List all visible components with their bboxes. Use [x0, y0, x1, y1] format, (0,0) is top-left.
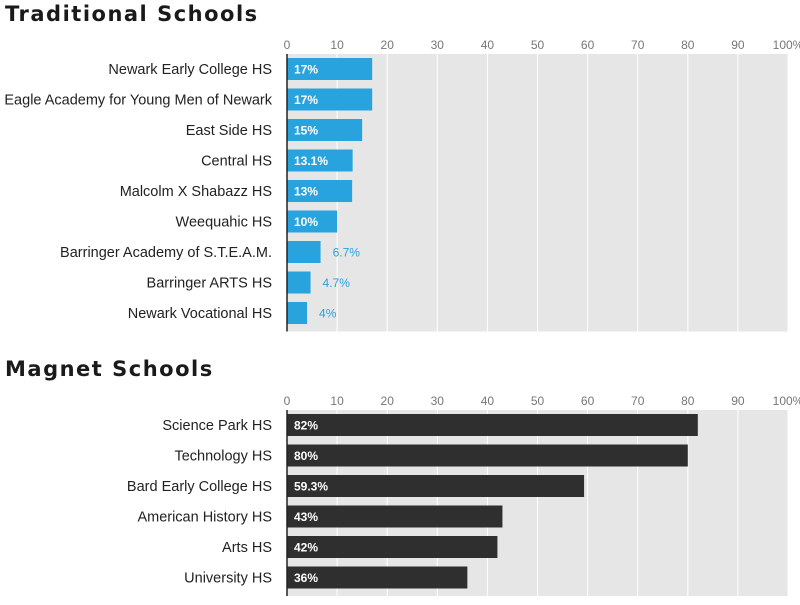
traditional-category-label: Malcolm X Shabazz HS — [120, 184, 272, 200]
traditional-bar — [287, 58, 373, 80]
magnet-value-label: 43% — [294, 510, 318, 524]
traditional-value-label: 17% — [294, 93, 318, 107]
magnet-value-label: 59.3% — [294, 480, 328, 494]
magnet-bar — [287, 566, 468, 589]
traditional-value-label: 6.7% — [333, 246, 361, 260]
traditional-tick-label: 10 — [330, 38, 344, 52]
magnet-tick-label: 100% — [773, 394, 800, 408]
traditional-tick-label: 20 — [381, 38, 395, 52]
traditional-schools-chart: 0 10 20 30 40 50 60 70 80 90 100% Newark Early Coll… — [4, 38, 800, 332]
traditional-tick-label: 30 — [431, 38, 445, 52]
magnet-tick-label: 50 — [531, 394, 545, 408]
traditional-tick-label: 100% — [773, 38, 800, 52]
traditional-bar — [287, 149, 353, 172]
magnet-tick-label: 30 — [431, 394, 445, 408]
magnet-value-label: 42% — [294, 541, 318, 555]
magnet-tick-label: 20 — [381, 394, 395, 408]
traditional-bar — [287, 180, 353, 202]
traditional-tick-label: 80 — [681, 38, 695, 52]
traditional-value-label: 17% — [294, 63, 318, 77]
magnet-category-label: University HS — [184, 571, 272, 587]
traditional-category-label: Barringer ARTS HS — [147, 276, 272, 292]
traditional-tick-label: 70 — [631, 38, 645, 52]
magnet-category-label: Arts HS — [222, 540, 272, 556]
magnet-schools-chart: 0 10 20 30 40 50 60 70 80 90 100% Science Park HS 82… — [127, 394, 800, 596]
magnet-category-label: Science Park HS — [162, 418, 272, 434]
magnet-value-label: 82% — [294, 419, 318, 433]
magnet-bar — [287, 444, 688, 467]
traditional-tick-label: 50 — [531, 38, 545, 52]
magnet-tick-label: 90 — [731, 394, 745, 408]
magnet-category-label: Bard Early College HS — [127, 479, 272, 495]
traditional-category-label: Weequahic HS — [176, 215, 272, 231]
traditional-bar — [287, 302, 308, 324]
magnet-category-label: Technology HS — [174, 449, 272, 465]
traditional-tick-label: 40 — [481, 38, 495, 52]
magnet-value-label: 80% — [294, 449, 318, 463]
traditional-tick-label: 60 — [581, 38, 595, 52]
magnet-tick-label: 70 — [631, 394, 645, 408]
traditional-tick-label: 0 — [284, 38, 291, 52]
magnet-bar — [287, 475, 585, 497]
traditional-category-label: Barringer Academy of S.T.E.A.M. — [60, 245, 272, 261]
traditional-bar — [287, 241, 321, 263]
traditional-category-label: East Side HS — [186, 123, 272, 139]
traditional-schools-title: Traditional Schools — [5, 2, 259, 26]
traditional-value-label: 10% — [294, 215, 318, 229]
traditional-category-label: Central HS — [201, 154, 272, 170]
magnet-tick-label: 0 — [284, 394, 291, 408]
magnet-tick-label: 40 — [481, 394, 495, 408]
traditional-bar — [287, 88, 373, 111]
magnet-tick-label: 60 — [581, 394, 595, 408]
traditional-bar — [287, 119, 363, 141]
magnet-schools-title: Magnet Schools — [5, 357, 214, 381]
magnet-value-label: 36% — [294, 571, 318, 585]
traditional-category-label: Newark Vocational HS — [128, 306, 272, 322]
traditional-tick-label: 90 — [731, 38, 745, 52]
magnet-category-label: American History HS — [137, 510, 272, 526]
magnet-bar — [287, 536, 498, 558]
magnet-tick-label: 80 — [681, 394, 695, 408]
traditional-value-label: 4.7% — [323, 276, 351, 290]
traditional-category-label: Eagle Academy for Young Men of Newark — [4, 93, 272, 109]
traditional-value-label: 13% — [294, 185, 318, 199]
magnet-bar — [287, 414, 698, 436]
traditional-category-label: Newark Early College HS — [108, 62, 272, 78]
traditional-bar — [287, 271, 311, 294]
traditional-value-label: 13.1% — [294, 154, 328, 168]
traditional-bar — [287, 210, 338, 233]
traditional-value-label: 15% — [294, 124, 318, 138]
traditional-value-label: 4% — [319, 307, 337, 321]
magnet-bar — [287, 505, 503, 528]
magnet-tick-label: 10 — [330, 394, 344, 408]
